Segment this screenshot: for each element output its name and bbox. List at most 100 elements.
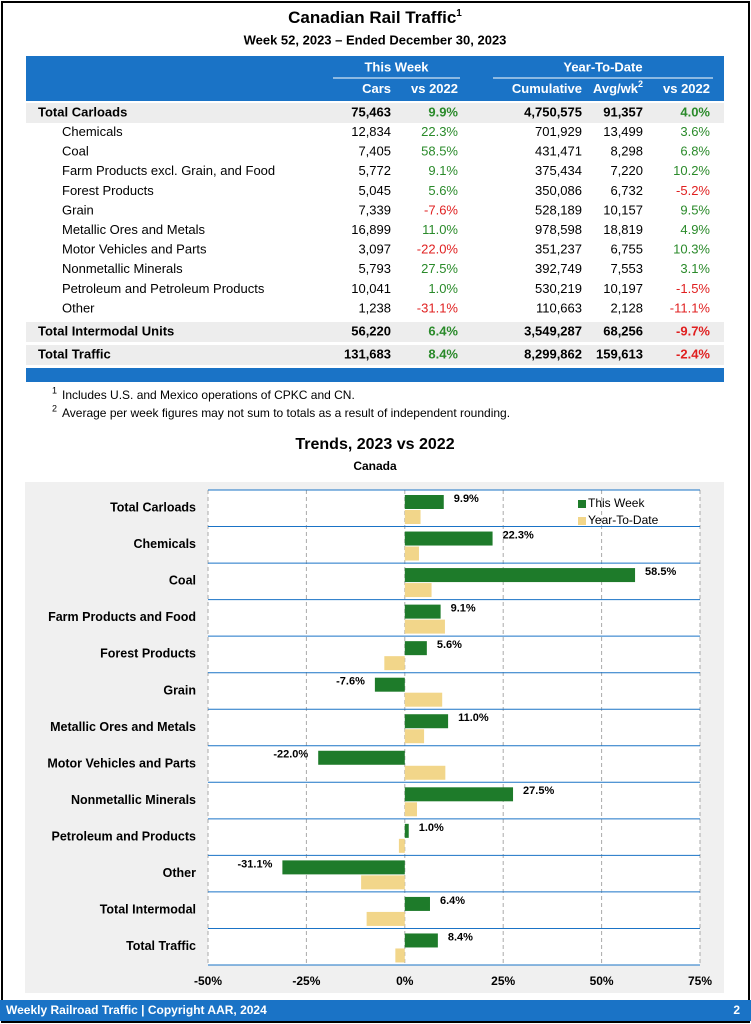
table-cell: 5,772 xyxy=(358,163,391,178)
table-cell: 91,357 xyxy=(603,104,643,119)
table-cell: 56,220 xyxy=(351,323,391,338)
table-cell: -5.2% xyxy=(676,183,710,198)
table-cell: -1.5% xyxy=(676,281,710,296)
table-cell: 4.9% xyxy=(680,222,710,237)
table-cell: -31.1% xyxy=(417,300,459,315)
bar xyxy=(404,495,444,509)
y-tick-label: Farm Products and Food xyxy=(48,610,196,624)
x-tick-label: 0% xyxy=(396,974,414,988)
table-cell: -9.7% xyxy=(676,323,710,338)
x-tick-label: 75% xyxy=(688,974,712,988)
data-label: -31.1% xyxy=(238,858,273,870)
bar xyxy=(404,546,419,561)
table-cell: 16,899 xyxy=(351,222,391,237)
y-tick-label: Forest Products xyxy=(100,647,196,661)
data-label: 8.4% xyxy=(448,931,473,943)
row-label: Farm Products excl. Grain, and Food xyxy=(62,163,275,178)
total-row-band xyxy=(26,103,724,123)
table-cell: 4.0% xyxy=(680,104,710,119)
row-label: Nonmetallic Minerals xyxy=(62,261,183,276)
data-label: 27.5% xyxy=(523,785,554,797)
y-tick-label: Other xyxy=(163,866,196,880)
column-header: vs 2022 xyxy=(411,81,458,96)
table-cell: 6,732 xyxy=(610,183,643,198)
row-label: Motor Vehicles and Parts xyxy=(62,242,207,257)
table-cell: -2.4% xyxy=(676,346,710,361)
column-label: Cars xyxy=(362,81,391,96)
table-cell: 7,553 xyxy=(610,261,643,276)
footnote-mark: 2 xyxy=(52,403,57,413)
column-label: Cumulative xyxy=(512,81,582,96)
column-sup: 2 xyxy=(638,79,643,89)
bar xyxy=(404,619,445,634)
row-label: Total Carloads xyxy=(38,104,127,119)
plot-area xyxy=(208,490,700,965)
table-cell: 9.5% xyxy=(680,202,710,217)
total-row-band xyxy=(26,322,724,342)
table-cell: 5.6% xyxy=(428,183,458,198)
total-row-band xyxy=(26,345,724,365)
table-cell: 3,097 xyxy=(358,242,391,257)
data-label: -7.6% xyxy=(336,676,365,688)
bar xyxy=(404,802,418,817)
table-cell: 27.5% xyxy=(421,261,458,276)
row-label: Other xyxy=(62,300,95,315)
group-header: This Week xyxy=(364,59,429,74)
table-cell: 11.0% xyxy=(422,222,458,237)
bar xyxy=(318,750,405,765)
footer-text: Weekly Railroad Traffic | Copyright AAR,… xyxy=(6,1003,267,1017)
chart-title: Trends, 2023 vs 2022 xyxy=(295,436,454,453)
table-cell: 1.0% xyxy=(428,281,458,296)
row-label: Petroleum and Petroleum Products xyxy=(62,281,265,296)
table-cell: 351,237 xyxy=(535,242,582,257)
table-cell: 10,197 xyxy=(603,281,643,296)
table-cell: 375,434 xyxy=(535,163,582,178)
row-label: Total Intermodal Units xyxy=(38,323,174,338)
table-cell: 8,298 xyxy=(610,144,643,159)
page-subtitle: Week 52, 2023 – Ended December 30, 2023 xyxy=(244,32,507,47)
table-cell: 7,405 xyxy=(358,144,391,159)
table-cell: 10,157 xyxy=(603,202,643,217)
table-cell: -22.0% xyxy=(417,242,459,257)
legend-swatch xyxy=(578,517,586,525)
data-label: 11.0% xyxy=(458,712,489,724)
bar xyxy=(398,838,405,853)
bar xyxy=(404,823,409,838)
table-cell: 9.9% xyxy=(428,104,458,119)
column-label: Avg/wk xyxy=(593,81,639,96)
bar xyxy=(404,692,443,707)
bar xyxy=(404,896,430,911)
row-label: Forest Products xyxy=(62,183,154,198)
data-label: 9.1% xyxy=(451,603,476,615)
bar xyxy=(404,510,421,524)
y-tick-label: Grain xyxy=(163,683,196,697)
table-footer-band xyxy=(26,368,724,382)
bar xyxy=(395,948,405,963)
table-cell: 10.2% xyxy=(673,163,710,178)
row-label: Metallic Ores and Metals xyxy=(62,222,206,237)
table-cell: 10.3% xyxy=(673,242,710,257)
bar xyxy=(404,583,432,598)
page-title: Canadian Rail Traffic1 xyxy=(288,8,462,28)
y-tick-label: Total Carloads xyxy=(110,501,196,515)
title-sup: 1 xyxy=(456,8,462,19)
table-cell: -7.6% xyxy=(424,202,458,217)
data-label: 22.3% xyxy=(503,529,534,541)
table-cell: 8,299,862 xyxy=(524,346,582,361)
column-header: Cars xyxy=(362,81,391,96)
row-label: Grain xyxy=(62,202,94,217)
bar xyxy=(404,729,425,744)
bar xyxy=(404,531,493,546)
column-label: vs 2022 xyxy=(663,81,710,96)
table-cell: 528,189 xyxy=(535,202,582,217)
legend-label: This Week xyxy=(588,496,645,510)
x-tick-label: 50% xyxy=(590,974,614,988)
x-tick-label: 25% xyxy=(491,974,515,988)
table-cell: 2,128 xyxy=(610,300,643,315)
legend-swatch xyxy=(578,500,586,508)
table-cell: 3.6% xyxy=(680,124,710,139)
bar xyxy=(404,714,449,729)
data-label: -22.0% xyxy=(273,749,308,761)
footnote-mark: 1 xyxy=(52,385,57,395)
